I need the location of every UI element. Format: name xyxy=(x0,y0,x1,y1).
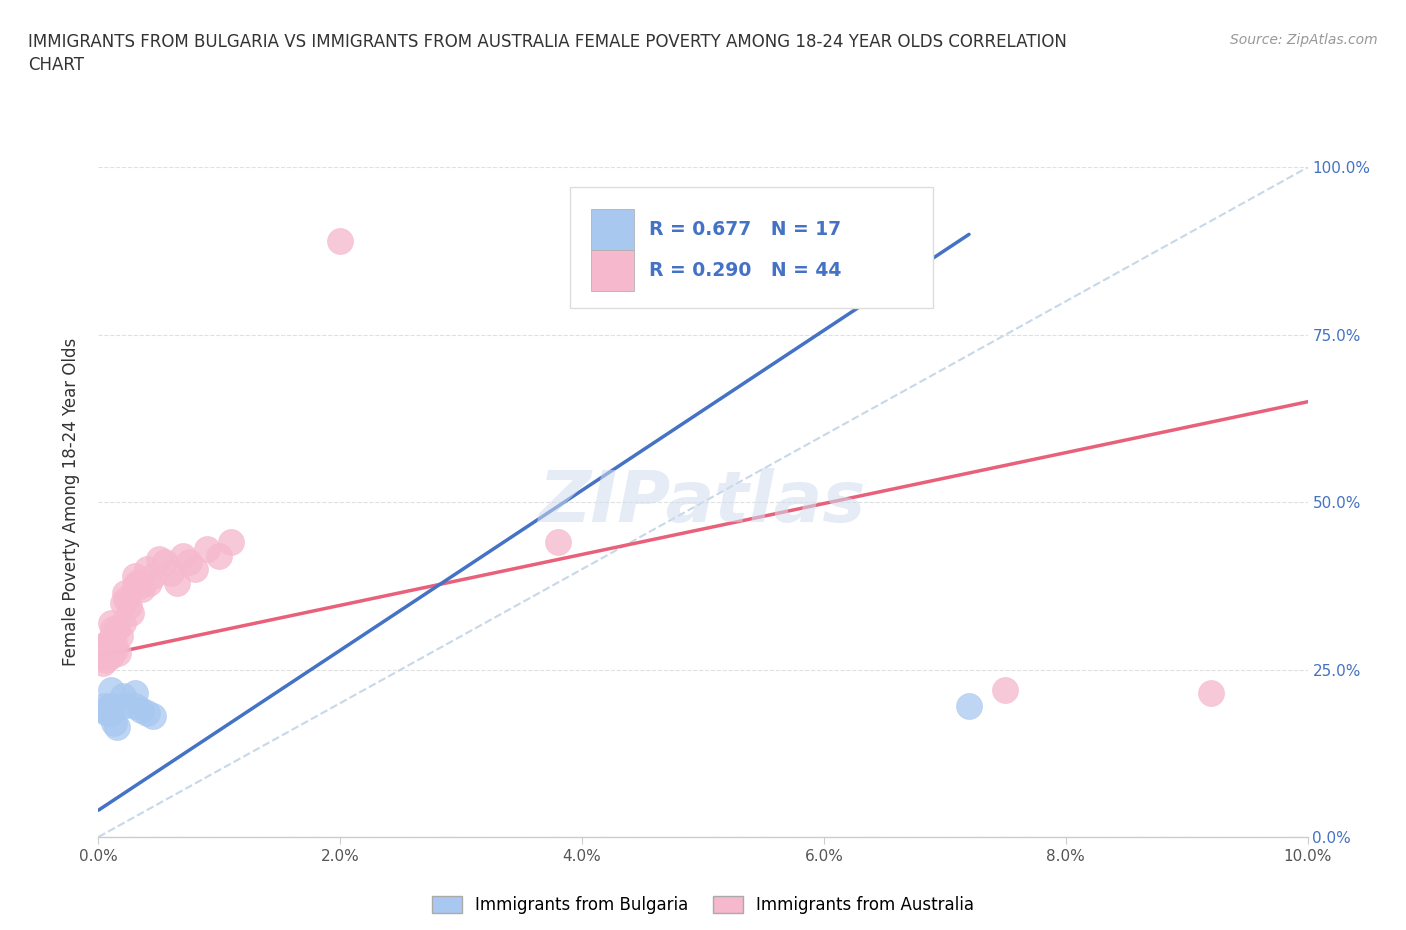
Point xyxy=(329,233,352,248)
Point xyxy=(100,706,122,721)
Point xyxy=(111,699,134,714)
Text: IMMIGRANTS FROM BULGARIA VS IMMIGRANTS FROM AUSTRALIA FEMALE POVERTY AMONG 18-24: IMMIGRANTS FROM BULGARIA VS IMMIGRANTS F… xyxy=(28,33,1067,50)
Text: CHART: CHART xyxy=(28,56,84,73)
Point xyxy=(118,599,141,614)
Legend: Immigrants from Bulgaria, Immigrants from Australia: Immigrants from Bulgaria, Immigrants fro… xyxy=(423,887,983,923)
Point xyxy=(100,683,122,698)
Point xyxy=(129,702,152,717)
Point xyxy=(837,247,859,262)
Point xyxy=(124,699,146,714)
FancyBboxPatch shape xyxy=(591,250,634,291)
Point xyxy=(108,629,131,644)
Point xyxy=(96,635,118,650)
Point xyxy=(101,622,124,637)
Point xyxy=(103,716,125,731)
Point xyxy=(172,549,194,564)
Point xyxy=(179,555,201,570)
Point xyxy=(100,649,122,664)
Point xyxy=(105,719,128,734)
Point xyxy=(195,541,218,556)
Point xyxy=(153,555,176,570)
Point xyxy=(547,535,569,550)
Point xyxy=(138,575,160,590)
Point xyxy=(124,685,146,700)
Point xyxy=(93,639,115,654)
Point xyxy=(115,591,138,606)
Point xyxy=(114,585,136,600)
Point xyxy=(100,616,122,631)
Point xyxy=(957,699,980,714)
Point xyxy=(111,616,134,631)
Point xyxy=(124,578,146,593)
Point xyxy=(100,632,122,647)
Point xyxy=(120,605,142,620)
FancyBboxPatch shape xyxy=(569,188,932,308)
Point xyxy=(111,595,134,610)
Point xyxy=(135,706,157,721)
Point xyxy=(142,568,165,583)
Point xyxy=(105,622,128,637)
Point xyxy=(221,535,243,550)
Point xyxy=(135,562,157,577)
Point xyxy=(166,575,188,590)
Point xyxy=(100,699,122,714)
Point xyxy=(98,649,121,664)
Y-axis label: Female Poverty Among 18-24 Year Olds: Female Poverty Among 18-24 Year Olds xyxy=(62,339,80,666)
Point xyxy=(107,645,129,660)
Point xyxy=(97,642,120,657)
Point xyxy=(208,549,231,564)
Point xyxy=(91,649,114,664)
Point xyxy=(103,635,125,650)
Point xyxy=(93,702,115,717)
Point xyxy=(994,683,1017,698)
Point xyxy=(131,582,153,597)
Point xyxy=(93,699,115,714)
Text: R = 0.677   N = 17: R = 0.677 N = 17 xyxy=(648,219,841,239)
Point xyxy=(184,562,207,577)
Point xyxy=(148,551,170,566)
FancyBboxPatch shape xyxy=(591,209,634,250)
Point xyxy=(111,689,134,704)
Point xyxy=(1199,685,1222,700)
Point xyxy=(128,578,150,593)
Text: Source: ZipAtlas.com: Source: ZipAtlas.com xyxy=(1230,33,1378,46)
Point xyxy=(160,565,183,580)
Point xyxy=(104,642,127,657)
Point xyxy=(127,575,149,590)
Text: ZIPatlas: ZIPatlas xyxy=(540,468,866,537)
Point xyxy=(94,652,117,667)
Point xyxy=(124,568,146,583)
Point xyxy=(142,709,165,724)
Text: R = 0.290   N = 44: R = 0.290 N = 44 xyxy=(648,261,841,280)
Point xyxy=(91,656,114,671)
Point xyxy=(96,706,118,721)
